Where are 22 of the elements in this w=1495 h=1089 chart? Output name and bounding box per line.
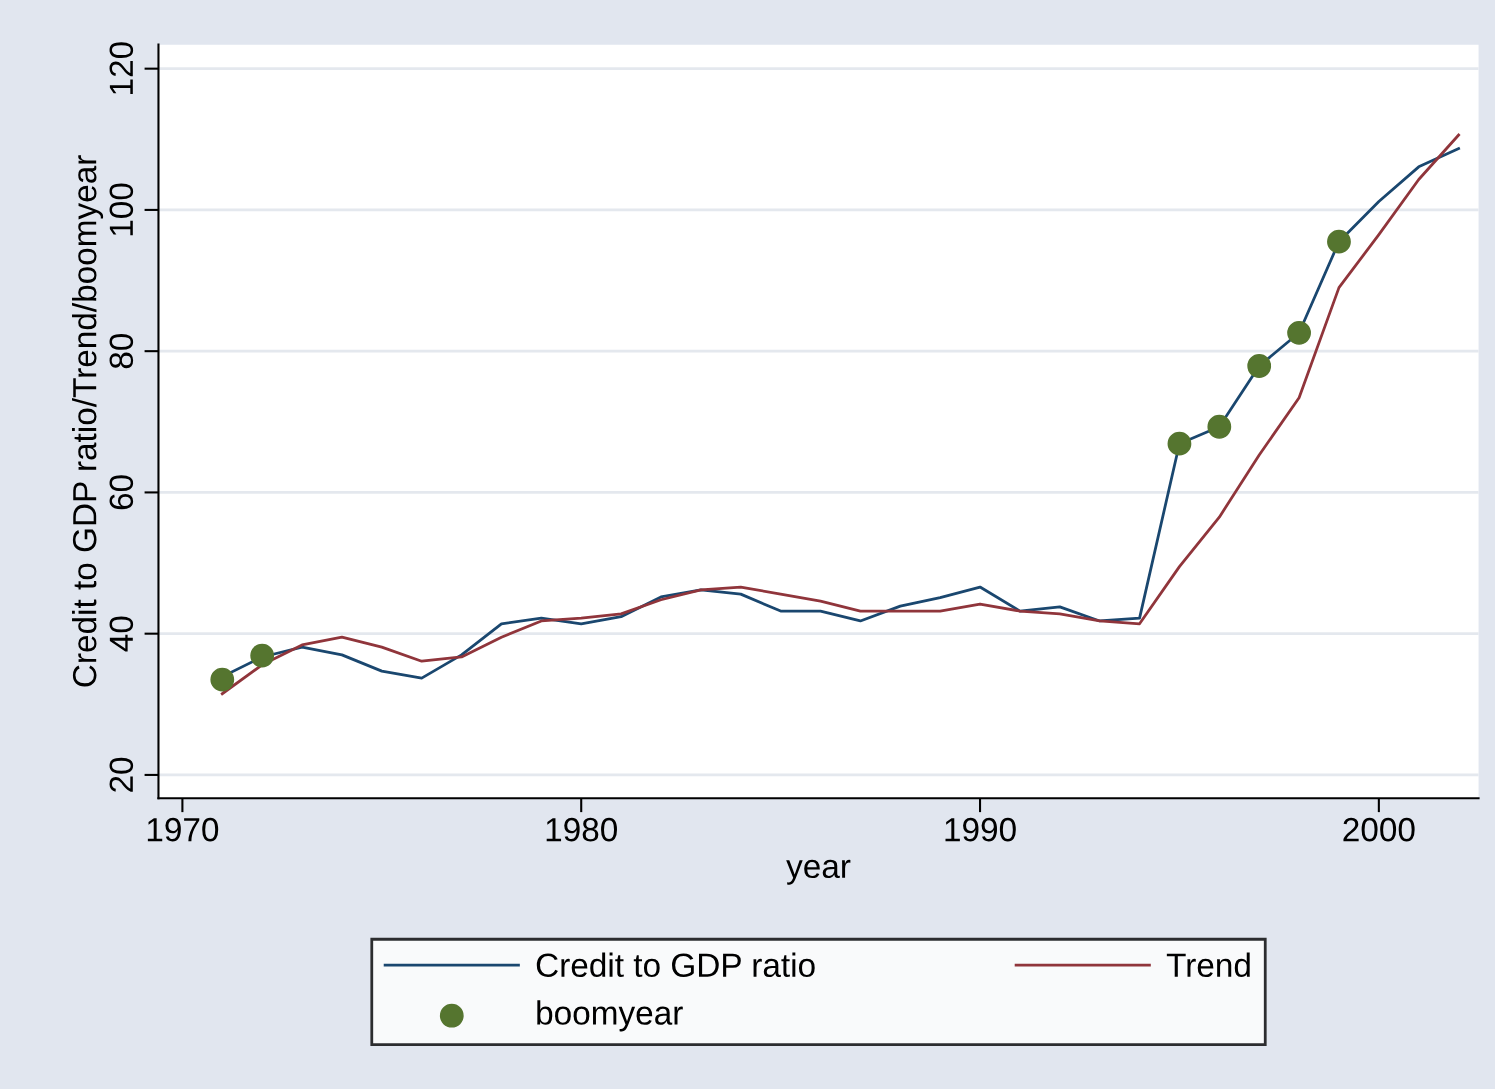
legend-label: boomyear <box>537 1000 683 1032</box>
y-tick-label: 100 <box>109 183 134 236</box>
x-tick-label: 1980 <box>546 817 617 842</box>
y-axis-title: Credit to GDP ratio/Trend/boomyear <box>72 155 104 687</box>
legend-label: Trend <box>1166 952 1250 978</box>
x-axis-title: year <box>786 859 851 885</box>
point <box>1247 354 1272 378</box>
point <box>1327 229 1351 254</box>
point <box>1287 320 1311 345</box>
x-tick-label: 1990 <box>945 817 1016 842</box>
point <box>210 667 235 692</box>
y-tick-label: 60 <box>109 475 134 510</box>
legend-label: Credit to GDP ratio <box>536 952 815 978</box>
y-tick-label: 80 <box>109 333 134 369</box>
point <box>1167 431 1192 456</box>
x-tick-label: 2000 <box>1343 817 1415 842</box>
y-tick-label: 20 <box>109 757 134 792</box>
x-tick-label: 1970 <box>147 817 219 842</box>
point <box>250 643 275 668</box>
y-tick-label: 120 <box>109 42 134 94</box>
point <box>1207 414 1232 439</box>
y-tick-label: 40 <box>109 616 134 652</box>
